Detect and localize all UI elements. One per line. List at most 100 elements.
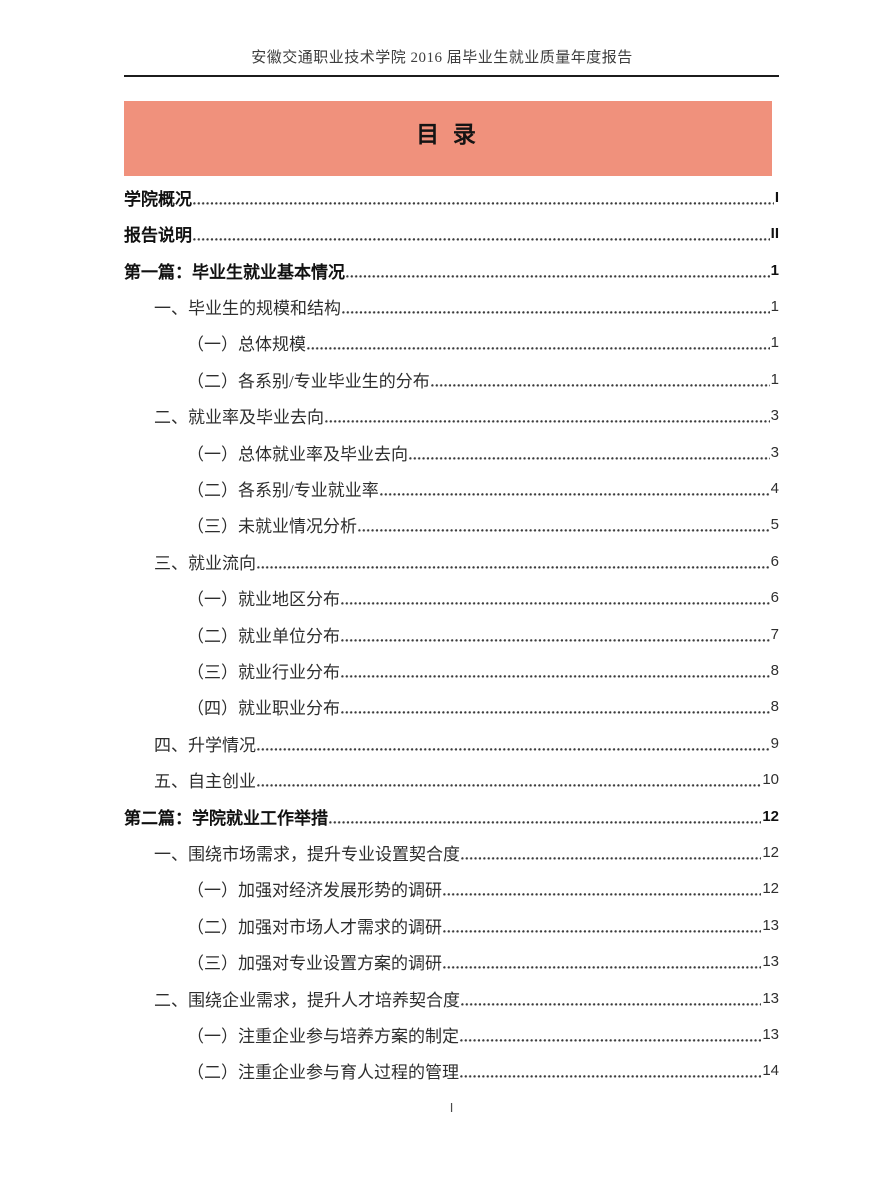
toc-entry-label: （二）加强对市场人才需求的调研 <box>187 917 442 937</box>
dot-leader <box>329 820 762 824</box>
toc-entry[interactable]: （二）各系别/专业就业率 4 <box>124 470 779 506</box>
toc-entry-page: 13 <box>762 989 779 1007</box>
dot-leader <box>430 383 770 387</box>
toc-entry-page: 13 <box>762 1026 779 1044</box>
toc-entry-page: 7 <box>770 625 779 643</box>
toc-entry-label: （一）就业地区分布 <box>187 590 340 610</box>
toc-entry-label: （四）就业职业分布 <box>187 699 340 719</box>
dot-leader <box>341 674 770 678</box>
dot-leader <box>325 420 770 424</box>
dot-leader <box>461 857 762 861</box>
dot-leader <box>443 929 762 933</box>
toc-entry-page: 5 <box>770 516 779 534</box>
dot-leader <box>257 784 762 788</box>
toc-list: 学院概况 I 报告说明 II 第一篇：毕业生就业基本情况 1 一、毕业生的规模和… <box>124 179 779 1089</box>
dot-leader <box>443 893 762 897</box>
toc-entry-page: 12 <box>762 807 779 825</box>
toc-entry-page: 3 <box>770 443 779 461</box>
toc-entry-label: （三）加强对专业设置方案的调研 <box>187 954 442 974</box>
dot-leader <box>460 1075 762 1079</box>
toc-entry[interactable]: 第二篇：学院就业工作举措 12 <box>124 798 779 834</box>
toc-entry[interactable]: 第一篇：毕业生就业基本情况 1 <box>124 252 779 288</box>
toc-entry-page: 9 <box>770 734 779 752</box>
toc-entry[interactable]: （三）就业行业分布 8 <box>124 652 779 688</box>
toc-entry-label: 第二篇：学院就业工作举措 <box>124 808 328 828</box>
toc-entry-page: 12 <box>762 844 779 862</box>
toc-entry-page: 8 <box>770 698 779 716</box>
toc-entry-page: 6 <box>770 552 779 570</box>
toc-entry[interactable]: 五、自主创业 10 <box>124 762 779 798</box>
toc-entry-label: （一）加强对经济发展形势的调研 <box>187 881 442 901</box>
dot-leader <box>341 638 770 642</box>
toc-entry[interactable]: （一）注重企业参与培养方案的制定 13 <box>124 1016 779 1052</box>
dot-leader <box>193 201 774 205</box>
toc-entry-label: （一）注重企业参与培养方案的制定 <box>187 1027 459 1047</box>
toc-entry-page: 1 <box>770 261 779 279</box>
toc-entry[interactable]: 学院概况 I <box>124 179 779 215</box>
toc-entry-label: （一）总体规模 <box>187 335 306 355</box>
toc-entry-page: 12 <box>762 880 779 898</box>
toc-entry[interactable]: （三）加强对专业设置方案的调研 13 <box>124 944 779 980</box>
toc-entry-page: 1 <box>770 334 779 352</box>
dot-leader <box>379 492 770 496</box>
toc-entry[interactable]: 四、升学情况 9 <box>124 725 779 761</box>
dot-leader <box>409 456 770 460</box>
toc-entry[interactable]: 报告说明 II <box>124 215 779 251</box>
toc-entry[interactable]: 一、毕业生的规模和结构 1 <box>124 288 779 324</box>
toc-entry[interactable]: （一）总体规模 1 <box>124 325 779 361</box>
dot-leader <box>342 310 770 314</box>
dot-leader <box>346 274 770 278</box>
toc-entry-label: 四、升学情况 <box>154 735 256 755</box>
toc-entry-page: 10 <box>762 771 779 789</box>
dot-leader <box>341 711 770 715</box>
toc-entry[interactable]: （二）注重企业参与育人过程的管理 14 <box>124 1053 779 1089</box>
dot-leader <box>257 565 770 569</box>
toc-entry-label: （三）未就业情况分析 <box>187 517 357 537</box>
toc-entry[interactable]: （一）总体就业率及毕业去向 3 <box>124 434 779 470</box>
toc-entry[interactable]: （四）就业职业分布 8 <box>124 689 779 725</box>
toc-entry[interactable]: （一）加强对经济发展形势的调研 12 <box>124 871 779 907</box>
toc-entry[interactable]: （三）未就业情况分析 5 <box>124 507 779 543</box>
toc-entry[interactable]: （二）加强对市场人才需求的调研 13 <box>124 907 779 943</box>
toc-title-banner: 目 录 <box>124 101 772 176</box>
toc-entry-page: I <box>774 188 779 206</box>
toc-entry[interactable]: （二）就业单位分布 7 <box>124 616 779 652</box>
toc-entry-label: （二）各系别/专业就业率 <box>187 480 379 500</box>
dot-leader <box>341 602 770 606</box>
toc-entry[interactable]: （一）就业地区分布 6 <box>124 579 779 615</box>
dot-leader <box>461 1002 762 1006</box>
toc-entry-label: 第一篇：毕业生就业基本情况 <box>124 262 345 282</box>
toc-entry-page: 13 <box>762 916 779 934</box>
toc-entry[interactable]: 二、围绕企业需求，提升人才培养契合度 13 <box>124 980 779 1016</box>
toc-entry-page: 13 <box>762 953 779 971</box>
toc-entry[interactable]: （二）各系别/专业毕业生的分布 1 <box>124 361 779 397</box>
toc-entry-label: 二、就业率及毕业去向 <box>154 408 324 428</box>
toc-entry-label: 报告说明 <box>124 226 192 246</box>
toc-entry-page: 3 <box>770 407 779 425</box>
header-title: 安徽交通职业技术学院 2016 届毕业生就业质量年度报告 <box>251 50 633 66</box>
dot-leader <box>193 238 770 242</box>
toc-entry-label: 五、自主创业 <box>154 772 256 792</box>
toc-entry[interactable]: 二、就业率及毕业去向 3 <box>124 397 779 433</box>
toc-entry-label: （二）注重企业参与育人过程的管理 <box>187 1063 459 1083</box>
toc-entry-label: 二、围绕企业需求，提升人才培养契合度 <box>154 990 460 1010</box>
toc-entry-label: 一、围绕市场需求，提升专业设置契合度 <box>154 845 460 865</box>
toc-entry-page: 1 <box>770 297 779 315</box>
page-footer: I <box>124 1099 779 1117</box>
toc-entry-label: 三、就业流向 <box>154 553 256 573</box>
toc-entry-label: （三）就业行业分布 <box>187 662 340 682</box>
toc-entry-label: 一、毕业生的规模和结构 <box>154 298 341 318</box>
toc-title: 目 录 <box>416 121 480 147</box>
toc-entry-page: 6 <box>770 589 779 607</box>
toc-entry[interactable]: 一、围绕市场需求，提升专业设置契合度 12 <box>124 834 779 870</box>
toc-entry[interactable]: 三、就业流向 6 <box>124 543 779 579</box>
toc-entry-page: 8 <box>770 661 779 679</box>
toc-entry-page: 14 <box>762 1062 779 1080</box>
toc-entry-page: 4 <box>770 479 779 497</box>
toc-entry-label: （二）就业单位分布 <box>187 626 340 646</box>
dot-leader <box>443 966 762 970</box>
toc-entry-label: （二）各系别/专业毕业生的分布 <box>187 371 430 391</box>
footer-page-number: I <box>449 1100 454 1115</box>
toc-entry-label: 学院概况 <box>124 189 192 209</box>
